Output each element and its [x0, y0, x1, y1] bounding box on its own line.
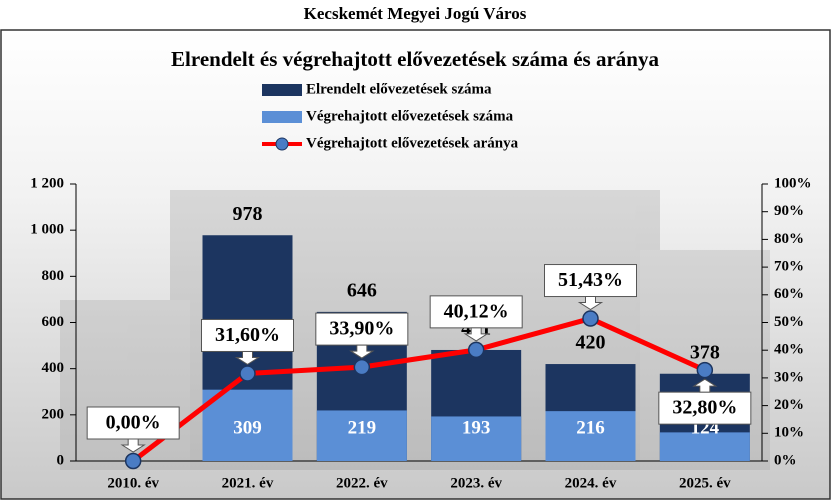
callout-arrow: [120, 438, 146, 453]
y2-tick-label: 20%: [774, 397, 804, 413]
suptitle: Kecskemét Megyei Jogú Város: [304, 4, 527, 23]
y2-tick-label: 10%: [774, 425, 804, 441]
y2-tick-label: 80%: [774, 231, 804, 247]
y-tick-label: 1 000: [30, 222, 64, 238]
y-tick-label: 400: [42, 360, 65, 376]
bar: [545, 411, 636, 461]
x-tick-label: 2023. év: [450, 475, 502, 491]
ratio-marker: [124, 452, 142, 470]
bar: [431, 416, 522, 461]
legend-label: Végrehajtott elővezetések aránya: [306, 135, 519, 151]
y-tick-label: 800: [42, 268, 65, 284]
ratio-label: 32,80%: [672, 397, 737, 419]
callout-box: [429, 295, 523, 329]
y2-tick-label: 40%: [774, 342, 804, 358]
callout-box: [658, 391, 752, 425]
callout-box: [86, 406, 180, 440]
ratio-label: 0,00%: [106, 412, 161, 434]
bar: [316, 410, 407, 461]
ratio-marker: [696, 361, 714, 379]
ratio-marker: [582, 310, 599, 327]
ratio-label: 40,12%: [444, 300, 509, 322]
bar-label: 219: [348, 417, 377, 438]
y-tick-label: 0: [57, 452, 65, 468]
legend-swatch: [262, 84, 302, 96]
callout-box: [315, 312, 409, 346]
x-tick-label: 2024. év: [565, 475, 617, 491]
y2-tick-label: 90%: [774, 203, 804, 219]
ratio-marker: [467, 341, 485, 359]
callout-arrow: [463, 327, 489, 342]
ratio-marker: [353, 358, 371, 376]
ratio-label: 51,43%: [558, 269, 623, 291]
ratio-line: [131, 315, 706, 463]
legend-marker: [275, 137, 289, 151]
callout-arrow: [577, 296, 604, 311]
ratio-label: 33,90%: [329, 318, 394, 340]
total-label: 420: [576, 332, 606, 354]
y2-tick-label: 0%: [774, 452, 797, 468]
bar-label: 309: [233, 417, 262, 438]
bar: [659, 432, 750, 461]
legend-label: Elrendelt elővezetések száma: [306, 81, 492, 97]
chart-title: Elrendelt és végrehajtott elővezetések s…: [171, 47, 659, 71]
y-tick-label: 600: [42, 314, 65, 330]
bar-label: 216: [576, 417, 605, 438]
y2-tick-label: 30%: [774, 369, 804, 385]
x-tick-label: 2010. év: [107, 475, 159, 491]
ratio-marker: [239, 365, 256, 382]
y2-tick-label: 100%: [774, 175, 812, 191]
legend-label: Végrehajtott elővezetések száma: [306, 108, 514, 124]
legend-swatch: [262, 111, 302, 123]
ratio-label: 31,60%: [215, 324, 280, 346]
callout-arrow: [349, 344, 375, 359]
y2-tick-label: 50%: [774, 314, 804, 330]
y2-tick-label: 60%: [774, 286, 804, 302]
bar-label: 193: [462, 417, 491, 438]
callout-arrow: [692, 378, 718, 393]
y-tick-label: 200: [42, 406, 65, 422]
x-tick-label: 2025. év: [679, 475, 731, 491]
callout-box: [201, 318, 294, 352]
bar: [202, 389, 293, 461]
total-label: 646: [347, 279, 377, 301]
callout-arrow: [234, 350, 261, 366]
y-tick-label: 1 200: [30, 175, 64, 191]
x-tick-label: 2022. év: [336, 475, 388, 491]
x-tick-label: 2021. év: [222, 475, 274, 491]
callout-box: [544, 264, 637, 298]
y2-tick-label: 70%: [774, 259, 804, 275]
total-label: 378: [690, 341, 720, 363]
total-label: 978: [233, 203, 263, 225]
